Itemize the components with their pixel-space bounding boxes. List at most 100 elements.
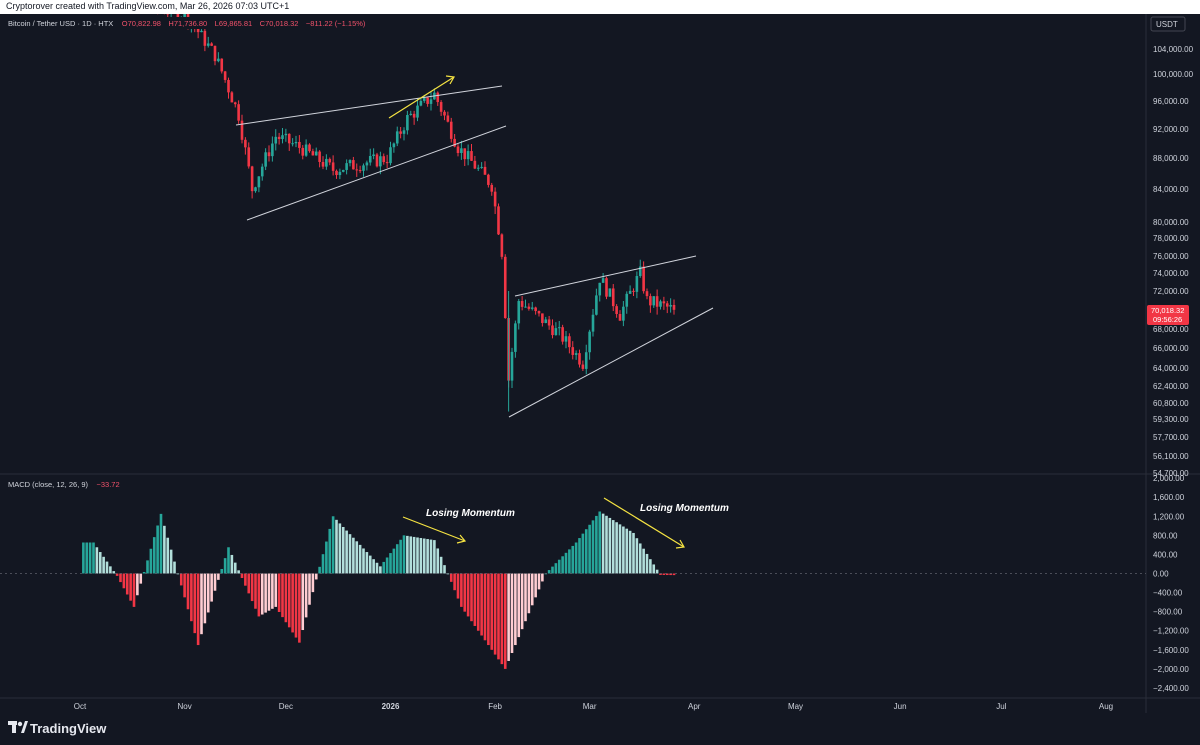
macd-bar bbox=[551, 566, 554, 574]
candle-body bbox=[352, 160, 355, 170]
macd-bar bbox=[230, 554, 234, 574]
macd-arrow-1[interactable] bbox=[402, 516, 466, 542]
macd-bar bbox=[129, 573, 132, 601]
candle-body bbox=[348, 160, 352, 164]
macd-bar bbox=[463, 573, 467, 612]
candle-body bbox=[547, 319, 551, 326]
macd-label: MACD (close, 12, 26, 9) bbox=[8, 480, 89, 489]
macd-bar bbox=[217, 573, 220, 580]
macd-arrow-2[interactable] bbox=[603, 497, 685, 548]
macd-bar bbox=[335, 519, 338, 574]
candle-body bbox=[601, 278, 605, 283]
candle-body bbox=[446, 115, 450, 122]
macd-bar bbox=[254, 573, 257, 609]
macd-bar bbox=[210, 573, 213, 602]
macd-legend[interactable]: MACD (close, 12, 26, 9) −33.72 bbox=[8, 474, 120, 491]
price-tick-label: 88,000.00 bbox=[1153, 154, 1189, 163]
macd-bar bbox=[625, 528, 629, 574]
price-tick-label: 60,800.00 bbox=[1153, 399, 1189, 408]
macd-bar bbox=[446, 573, 450, 575]
candle-body bbox=[625, 293, 629, 307]
price-scale-background bbox=[1146, 14, 1200, 713]
macd-bar bbox=[98, 552, 102, 574]
candle-body bbox=[503, 256, 507, 319]
time-tick-label: Apr bbox=[688, 702, 701, 711]
macd-bar bbox=[274, 573, 278, 607]
candle-body bbox=[206, 43, 210, 46]
macd-bar bbox=[493, 573, 497, 655]
candle-body bbox=[672, 304, 676, 310]
macd-bar bbox=[385, 557, 389, 574]
macd-bar bbox=[591, 520, 595, 574]
price-tick-label: 78,000.00 bbox=[1153, 234, 1189, 243]
candle-body bbox=[473, 160, 477, 169]
macd-bar bbox=[406, 535, 409, 574]
up-arrow[interactable] bbox=[388, 76, 455, 119]
macd-bar bbox=[662, 573, 666, 575]
time-axis[interactable]: Oct Nov Dec 2026 Feb Mar Apr May Jun Jul Aug bbox=[74, 702, 1113, 711]
candle-body bbox=[483, 166, 487, 175]
upper-trendline-1[interactable] bbox=[235, 85, 503, 126]
macd-bar bbox=[368, 555, 372, 574]
macd-bar bbox=[163, 525, 166, 574]
candle-body bbox=[544, 319, 548, 324]
candle-body bbox=[311, 151, 315, 156]
macd-bar bbox=[331, 516, 335, 574]
candle-body bbox=[439, 102, 443, 112]
macd-bar bbox=[422, 538, 426, 574]
annotation-losing-momentum-2[interactable]: Losing Momentum bbox=[640, 503, 729, 514]
candle-body bbox=[304, 144, 308, 156]
macd-bar bbox=[507, 573, 510, 661]
macd-bar bbox=[436, 548, 440, 574]
trendlines[interactable] bbox=[235, 85, 714, 418]
macd-bar bbox=[186, 573, 190, 610]
macd-bar bbox=[379, 566, 382, 574]
candle-body bbox=[247, 147, 251, 167]
candle-body bbox=[510, 351, 514, 381]
candle-body bbox=[284, 133, 288, 136]
symbol-legend[interactable]: Bitcoin / Tether USD · 1D · HTX O70,822.… bbox=[8, 14, 366, 30]
candle-body bbox=[581, 364, 585, 369]
macd-bar bbox=[399, 539, 402, 574]
macd-bar bbox=[608, 517, 612, 574]
candle-body bbox=[406, 114, 409, 131]
candle-body bbox=[578, 353, 581, 365]
macd-bar bbox=[112, 571, 116, 574]
arrows[interactable] bbox=[388, 75, 685, 549]
macd-bar bbox=[395, 544, 399, 574]
currency-box[interactable] bbox=[1150, 16, 1186, 32]
candle-body bbox=[325, 158, 328, 167]
candle-body bbox=[328, 158, 332, 163]
candle-body bbox=[260, 166, 264, 177]
candle-body bbox=[385, 162, 389, 164]
price-chart[interactable]: Losing Momentum Losing Momentum Bitcoin … bbox=[0, 14, 1200, 713]
lower-trendline-1[interactable] bbox=[246, 125, 507, 221]
lower-trendline-2[interactable] bbox=[508, 307, 714, 418]
macd-bar bbox=[142, 572, 146, 574]
candle-body bbox=[365, 162, 369, 166]
candle-body bbox=[500, 234, 504, 257]
candle-body bbox=[314, 151, 318, 156]
macd-bar bbox=[109, 566, 112, 574]
macd-bar bbox=[308, 573, 311, 605]
price-axis[interactable]: 104,000.00 100,000.00 96,000.00 92,000.00 88… bbox=[1153, 45, 1194, 478]
time-tick-label: May bbox=[788, 702, 803, 711]
macd-bar bbox=[358, 544, 362, 574]
annotation-losing-momentum-1[interactable]: Losing Momentum bbox=[426, 508, 515, 519]
candle-body bbox=[605, 278, 608, 297]
candle-body bbox=[379, 156, 382, 167]
macd-bar bbox=[179, 573, 183, 586]
macd-axis[interactable]: 2,000.00 1,600.00 1,200.00 800.00 400.00 0.00… bbox=[1153, 474, 1189, 693]
candle-body bbox=[291, 143, 294, 145]
tradingview-logo-icon bbox=[8, 721, 28, 733]
candle-body bbox=[618, 314, 622, 321]
macd-bar bbox=[476, 573, 480, 631]
price-tick-label: 66,000.00 bbox=[1153, 344, 1189, 353]
macd-bar bbox=[298, 573, 301, 643]
macd-tick-label: 800.00 bbox=[1153, 531, 1178, 540]
candle-body bbox=[645, 291, 649, 297]
macd-bar bbox=[389, 553, 392, 574]
macd-tick-label: 1,600.00 bbox=[1153, 493, 1185, 502]
upper-trendline-2[interactable] bbox=[514, 255, 697, 297]
candle-body bbox=[254, 187, 257, 192]
